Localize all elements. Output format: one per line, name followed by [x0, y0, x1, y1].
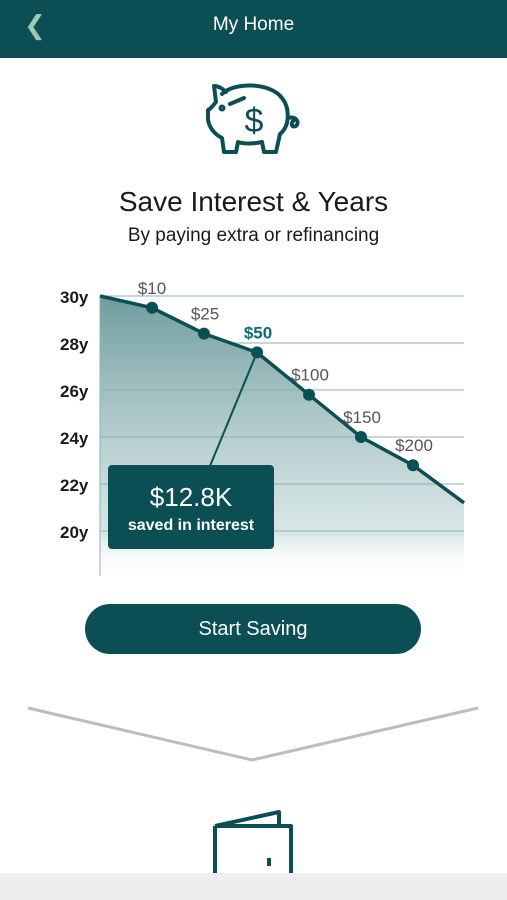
hero-title: Save Interest & Years [118, 186, 389, 217]
savings-chart: 30y 28y 26y 24y 22y 20y $10 $25 $50 $100 $150 $200 $… [60, 279, 466, 576]
hero-subtitle: By paying extra or refinancing [127, 225, 380, 246]
callout-connector [209, 352, 258, 467]
folder-card-icon [213, 810, 293, 882]
data-point [303, 388, 315, 401]
callout-caption: saved in interest [128, 517, 255, 534]
y-tick-label: 30y [60, 288, 89, 307]
point-label: $10 [138, 279, 166, 298]
svg-text:$: $ [245, 102, 264, 140]
data-point [407, 459, 419, 472]
point-label: $100 [291, 366, 329, 385]
y-tick-label: 22y [60, 476, 89, 495]
point-label: $50 [244, 323, 272, 342]
data-point [146, 301, 158, 314]
start-saving-button[interactable]: Start Saving [85, 604, 421, 654]
page-title: My Home [212, 14, 295, 35]
section-divider-chevron [27, 706, 479, 762]
top-bar: ❮ My Home [0, 0, 507, 58]
back-button[interactable]: ❮ [22, 10, 48, 40]
y-tick-label: 26y [60, 382, 89, 401]
data-point [251, 346, 263, 359]
chevron-left-icon: ❮ [24, 10, 46, 40]
series-line [99, 294, 466, 505]
point-label: $150 [343, 408, 381, 427]
bottom-band [0, 873, 507, 900]
data-point [198, 327, 210, 340]
piggy-bank-dollar-icon: $ [206, 83, 300, 154]
savings-callout [108, 465, 274, 549]
point-label: $25 [191, 305, 219, 324]
point-label: $200 [395, 436, 433, 455]
y-tick-label: 24y [60, 429, 89, 448]
callout-value: $12.8K [150, 482, 233, 512]
data-point [355, 431, 367, 443]
y-tick-label: 20y [60, 523, 89, 542]
y-tick-label: 28y [60, 335, 89, 354]
